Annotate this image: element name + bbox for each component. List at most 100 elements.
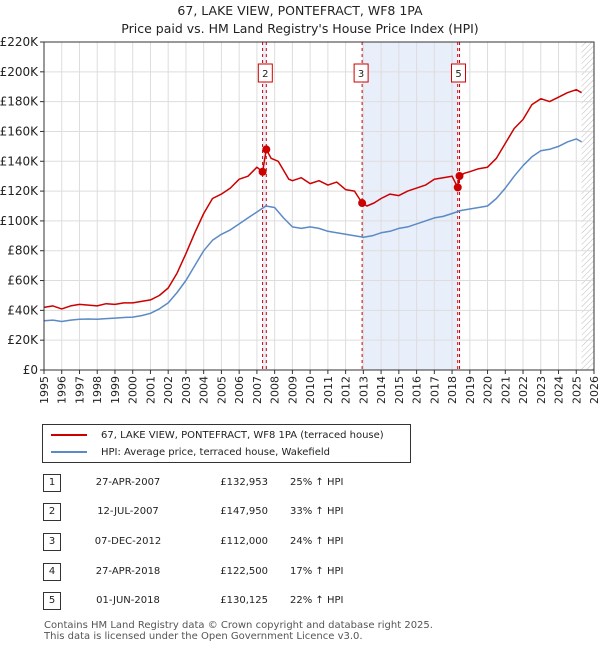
x-tick-label-2002: 2002 bbox=[162, 376, 175, 404]
table-row: 1 27-APR-2007 £132,953 25% ↑ HPI bbox=[0, 474, 600, 494]
x-tick-label-2017: 2017 bbox=[428, 376, 441, 404]
transaction-date: 01-JUN-2018 bbox=[96, 595, 160, 606]
footer: Contains HM Land Registry data © Crown c… bbox=[44, 620, 433, 642]
x-tick-label-1995: 1995 bbox=[38, 376, 51, 404]
x-tick-label-2022: 2022 bbox=[517, 376, 530, 404]
transaction-number: 2 bbox=[43, 503, 61, 521]
table-row: 4 27-APR-2018 £122,500 17% ↑ HPI bbox=[0, 563, 600, 583]
table-row: 3 07-DEC-2012 £112,000 24% ↑ HPI bbox=[0, 533, 600, 553]
x-tick-label-2020: 2020 bbox=[482, 376, 495, 404]
legend-item-property: 67, LAKE VIEW, PONTEFRACT, WF8 1PA (terr… bbox=[51, 427, 384, 443]
transaction-price: £130,125 bbox=[220, 595, 268, 606]
transaction-price: £132,953 bbox=[220, 477, 268, 488]
transaction-hpi-change: 17% ↑ HPI bbox=[290, 566, 344, 577]
x-tick-label-2009: 2009 bbox=[286, 376, 299, 404]
y-tick-label-0: £0 bbox=[23, 363, 38, 377]
footer-license: This data is licensed under the Open Gov… bbox=[44, 631, 363, 642]
x-tick-label-2021: 2021 bbox=[499, 376, 512, 404]
y-tick-label-80000: £80K bbox=[7, 244, 39, 258]
transaction-price: £112,000 bbox=[220, 536, 268, 547]
x-tick-label-2012: 2012 bbox=[340, 376, 353, 404]
marker-label-2: 2 bbox=[262, 69, 268, 80]
transaction-hpi-change: 25% ↑ HPI bbox=[290, 477, 344, 488]
y-tick-label-160000: £160K bbox=[0, 124, 39, 138]
y-tick-label-60000: £60K bbox=[7, 274, 39, 288]
x-tick-label-2004: 2004 bbox=[198, 376, 211, 404]
transaction-point-4 bbox=[453, 183, 462, 192]
marker-label-5: 5 bbox=[455, 69, 461, 80]
future-hatch-region bbox=[581, 42, 594, 370]
transaction-point-3 bbox=[358, 199, 367, 208]
x-tick-label-2003: 2003 bbox=[180, 376, 193, 404]
y-tick-label-180000: £180K bbox=[0, 95, 39, 109]
marker-box-5 bbox=[451, 63, 467, 83]
y-tick-label-140000: £140K bbox=[0, 154, 39, 168]
x-tick-label-2026: 2026 bbox=[588, 376, 600, 404]
chart-subtitle: Price paid vs. HM Land Registry's House … bbox=[121, 21, 479, 36]
legend-item-hpi: HPI: Average price, terraced house, Wake… bbox=[51, 444, 330, 460]
transaction-number: 1 bbox=[43, 474, 61, 492]
table-row: 2 12-JUL-2007 £147,950 33% ↑ HPI bbox=[0, 503, 600, 523]
x-tick-label-1997: 1997 bbox=[73, 376, 86, 404]
transaction-hpi-change: 24% ↑ HPI bbox=[290, 536, 344, 547]
legend-swatch-hpi bbox=[51, 451, 87, 453]
x-tick-label-1998: 1998 bbox=[91, 376, 104, 404]
plot-border bbox=[43, 41, 595, 371]
shaded-region-1 bbox=[262, 42, 267, 370]
footer-copyright: Contains HM Land Registry data © Crown c… bbox=[44, 620, 433, 631]
transaction-number: 5 bbox=[43, 592, 61, 610]
y-tick-label-200000: £200K bbox=[0, 65, 39, 79]
marker-box-3 bbox=[353, 63, 369, 83]
hpi-line bbox=[43, 138, 582, 323]
transaction-point-1 bbox=[258, 167, 267, 176]
transaction-price: £147,950 bbox=[220, 506, 268, 517]
transaction-date: 27-APR-2018 bbox=[95, 566, 161, 577]
y-tick-label-100000: £100K bbox=[0, 214, 39, 228]
legend-label-hpi: HPI: Average price, terraced house, Wake… bbox=[101, 446, 331, 458]
x-tick-label-2023: 2023 bbox=[535, 376, 548, 404]
marker-box-2 bbox=[257, 63, 273, 83]
x-tick-label-2025: 2025 bbox=[570, 376, 583, 404]
x-tick-label-2015: 2015 bbox=[393, 376, 406, 404]
transaction-hpi-change: 22% ↑ HPI bbox=[290, 595, 344, 606]
legend-swatch-property bbox=[51, 434, 87, 436]
x-tick-label-2001: 2001 bbox=[144, 376, 157, 404]
transaction-date: 27-APR-2007 bbox=[95, 477, 161, 488]
shaded-region-2 bbox=[362, 42, 458, 370]
x-tick-label-2007: 2007 bbox=[251, 376, 264, 404]
transaction-hpi-change: 33% ↑ HPI bbox=[290, 506, 344, 517]
marker-label-3: 3 bbox=[358, 69, 364, 80]
transaction-point-5 bbox=[455, 171, 464, 180]
x-tick-label-2011: 2011 bbox=[322, 376, 335, 404]
table-row: 5 01-JUN-2018 £130,125 22% ↑ HPI bbox=[0, 592, 600, 612]
x-tick-label-1996: 1996 bbox=[56, 376, 69, 404]
x-tick-label-2008: 2008 bbox=[269, 376, 282, 404]
legend-label-property: 67, LAKE VIEW, PONTEFRACT, WF8 1PA (terr… bbox=[101, 429, 384, 441]
x-tick-label-2010: 2010 bbox=[304, 376, 317, 404]
plot-area bbox=[44, 42, 594, 370]
chart-title: 67, LAKE VIEW, PONTEFRACT, WF8 1PA bbox=[177, 3, 423, 18]
y-tick-label-120000: £120K bbox=[0, 184, 39, 198]
transaction-date: 12-JUL-2007 bbox=[97, 506, 159, 517]
x-tick-label-2024: 2024 bbox=[553, 376, 566, 404]
y-tick-label-20000: £20K bbox=[7, 333, 39, 347]
transaction-number: 3 bbox=[43, 533, 61, 551]
transaction-price: £122,500 bbox=[220, 566, 268, 577]
x-tick-label-2000: 2000 bbox=[127, 376, 140, 404]
transaction-date: 07-DEC-2012 bbox=[94, 536, 162, 547]
transaction-point-2 bbox=[262, 145, 271, 154]
x-tick-label-2013: 2013 bbox=[357, 376, 370, 404]
property-price-line bbox=[43, 88, 582, 310]
x-tick-label-2018: 2018 bbox=[446, 376, 459, 404]
y-tick-label-40000: £40K bbox=[7, 303, 39, 317]
transaction-number: 4 bbox=[43, 563, 61, 581]
x-tick-label-2016: 2016 bbox=[411, 376, 424, 404]
x-tick-label-1999: 1999 bbox=[109, 376, 122, 404]
x-tick-label-2014: 2014 bbox=[375, 376, 388, 404]
y-tick-label-220000: £220K bbox=[0, 35, 39, 49]
x-tick-label-2019: 2019 bbox=[464, 376, 477, 404]
chart-legend: 67, LAKE VIEW, PONTEFRACT, WF8 1PA (terr… bbox=[42, 424, 411, 463]
x-tick-label-2005: 2005 bbox=[215, 376, 228, 404]
x-tick-label-2006: 2006 bbox=[233, 376, 246, 404]
